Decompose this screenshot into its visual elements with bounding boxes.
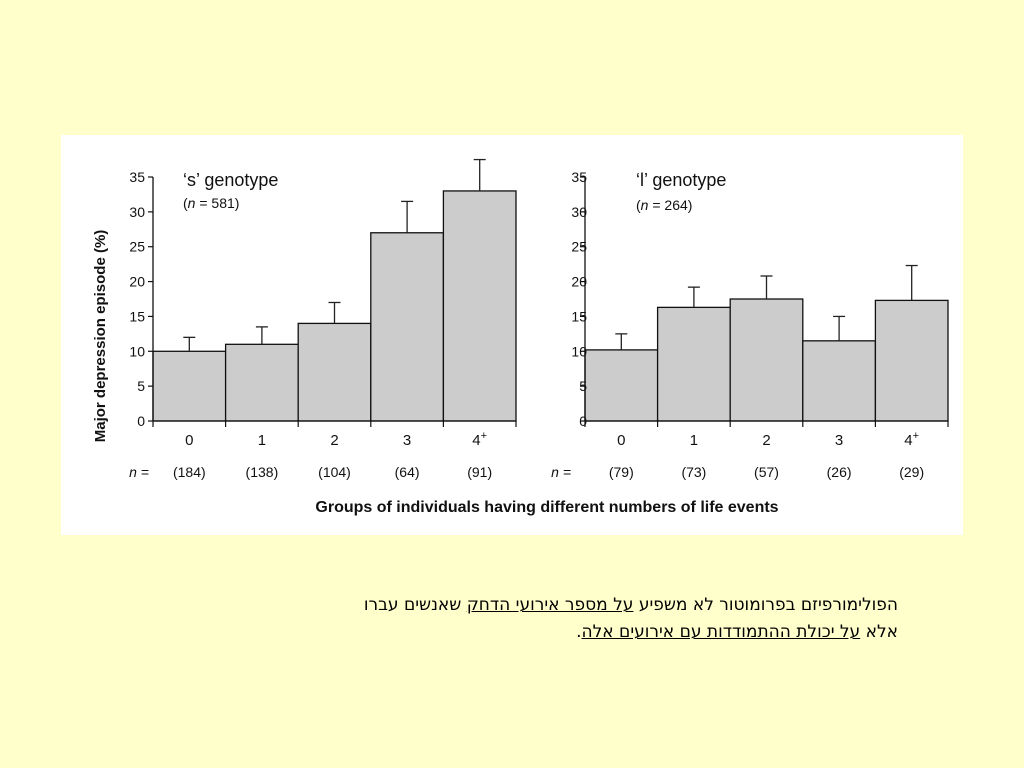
category-label: 3 [403, 432, 411, 449]
category-label: 4+ [472, 430, 487, 449]
bar [297, 322, 372, 422]
caption-text: שאנשים עברו [363, 595, 467, 615]
group-n-label: (138) [246, 464, 279, 480]
y-tick-label: 25 [571, 239, 587, 255]
bar [874, 299, 949, 422]
group-n-label: (79) [609, 464, 634, 480]
group-n-label: (73) [681, 464, 706, 480]
bar [656, 306, 731, 422]
y-tick-label: 10 [571, 343, 587, 359]
group-n-label: (184) [173, 464, 206, 480]
bar [802, 340, 877, 422]
bar [370, 232, 445, 422]
y-tick-label: 25 [129, 239, 145, 255]
bar [584, 349, 659, 422]
group-n-label: (29) [899, 464, 924, 480]
x-axis-label: Groups of individuals having different n… [315, 499, 778, 516]
caption-underlined: על יכולת ההתמודדות עם אירועים אלה [581, 622, 861, 642]
chart-s-genotype: ‘s’ genotype (n = 581) 0 5 10 15 20 25 30 35 0 (1… [129, 158, 517, 480]
n-italic: n [641, 197, 649, 213]
sample-size-s: (n = 581) [183, 195, 239, 211]
chart-title-l: ‘l’ genotype [636, 170, 726, 190]
y-tick-label: 15 [129, 308, 145, 324]
bar [224, 343, 299, 422]
group-n-label: (104) [318, 464, 351, 480]
sample-size-l: (n = 264) [636, 197, 692, 213]
y-tick-label: 5 [579, 378, 587, 394]
y-tick-label: 10 [129, 343, 145, 359]
n-prefix-label: n = [551, 464, 571, 480]
superscript-plus: + [913, 430, 919, 442]
bar [729, 298, 804, 422]
figure-panel: Major depression episode (%) ‘s’ genotyp… [61, 135, 963, 535]
y-tick-label: 35 [571, 169, 587, 185]
y-tick-label: 15 [571, 308, 587, 324]
category-label: 4+ [904, 430, 919, 449]
group-n-label: (57) [754, 464, 779, 480]
caption-underlined: על מספר אירועי הדחק [466, 595, 634, 615]
caption-text: אלא [860, 622, 898, 642]
y-tick-label: 5 [137, 378, 145, 394]
y-tick-label: 20 [571, 274, 587, 290]
bar-charts: Major depression episode (%) ‘s’ genotyp… [92, 158, 949, 516]
category-label: 1 [258, 432, 266, 449]
chart-title-s: ‘s’ genotype [183, 170, 278, 190]
category-label: 0 [185, 432, 193, 449]
chart-l-genotype: ‘l’ genotype (n = 264) 0 5 10 15 20 25 30 35 0 (7… [551, 169, 949, 480]
caption: הפולימורפיזם בפרומוטור לא משפיע על מספר … [120, 592, 898, 646]
y-tick-label: 0 [137, 413, 145, 429]
category-label: 2 [762, 432, 770, 449]
category-label: 3 [835, 432, 843, 449]
n-value: = 581) [199, 195, 239, 211]
y-tick-label: 35 [129, 169, 145, 185]
y-axis-label: Major depression episode (%) [92, 230, 109, 443]
group-n-label: (64) [395, 464, 420, 480]
n-value: = 264) [652, 197, 692, 213]
y-tick-label: 30 [571, 204, 587, 220]
n-prefix-label: n = [129, 464, 149, 480]
caption-text: הפולימורפיזם בפרומוטור לא משפיע [633, 595, 898, 615]
superscript-plus: + [481, 430, 487, 442]
caption-line-2: אלא על יכולת ההתמודדות עם אירועים אלה. [120, 619, 898, 646]
y-tick-label: 20 [129, 274, 145, 290]
caption-text: . [576, 622, 582, 642]
group-n-label: (91) [467, 464, 492, 480]
caption-line-1: הפולימורפיזם בפרומוטור לא משפיע על מספר … [120, 592, 898, 619]
bar [152, 350, 227, 422]
category-label: 2 [330, 432, 338, 449]
y-tick-label: 30 [129, 204, 145, 220]
bar [442, 190, 517, 422]
category-label: 1 [690, 432, 698, 449]
y-tick-label: 0 [579, 413, 587, 429]
group-n-label: (26) [827, 464, 852, 480]
category-label: 0 [617, 432, 625, 449]
n-italic: n [188, 195, 196, 211]
